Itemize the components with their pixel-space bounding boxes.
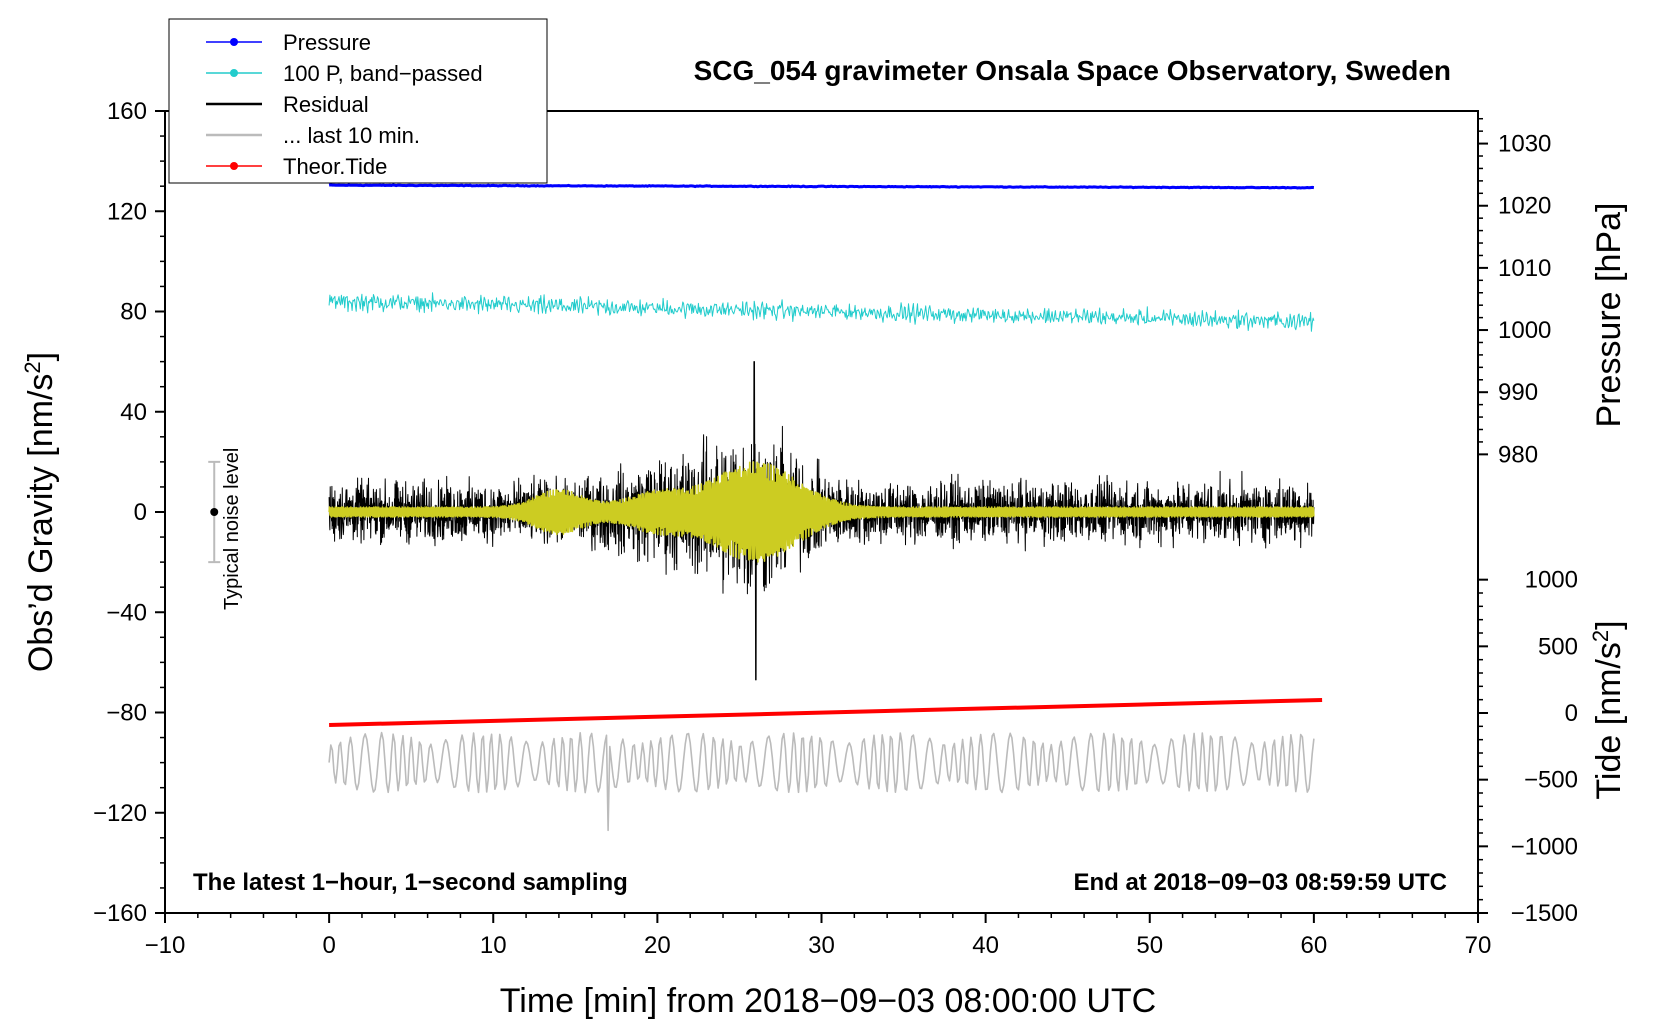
x-tick-label: 20 (644, 932, 671, 959)
axis-layer: −10 0 10 20 30 40 50 60 7016012080400−40−80−120−… (93, 98, 1578, 959)
legend-swatch-marker (230, 69, 238, 77)
y-tick-label: 80 (120, 299, 147, 326)
y-tick-label: 0 (134, 499, 147, 526)
noise-level-label: Typical noise level (221, 448, 243, 610)
theoretical-tide-line (329, 698, 1323, 727)
tide-tick-label: 0 (1565, 700, 1578, 727)
y-tick-label: 160 (107, 98, 147, 125)
pressure-tick-label: 990 (1498, 379, 1538, 406)
noise-level-marker (208, 460, 221, 564)
noise-bar-center-dot (210, 508, 219, 516)
y-tick-label: −120 (93, 800, 147, 827)
end-time-note: End at 2018−09−03 08:59:59 UTC (1073, 869, 1447, 896)
x-tick-label: 50 (1136, 932, 1163, 959)
y-tick-label: −40 (106, 599, 147, 626)
y-tick-label: −160 (93, 900, 147, 927)
pressure-tick-label: 1020 (1498, 193, 1551, 220)
y-tick-label: 120 (107, 198, 147, 225)
y-axis-title-pressure: Pressure [hPa] (1590, 203, 1628, 428)
legend: Pressure 100 P, band−passed Residual ... la… (168, 18, 548, 184)
pressure-tick-label: 1030 (1498, 131, 1551, 158)
x-tick-label: 70 (1465, 932, 1492, 959)
legend-label: Pressure (283, 30, 371, 55)
legend-label: Residual (283, 92, 369, 117)
series-layer (328, 183, 1323, 832)
tide-tick-label: 500 (1538, 633, 1578, 660)
legend-box (168, 18, 548, 184)
last-10-min-line (328, 731, 1315, 832)
x-tick-label: 40 (972, 932, 999, 959)
pressure-series-line (328, 183, 1315, 190)
y-tick-label: −80 (106, 700, 147, 727)
legend-swatch-marker (230, 38, 238, 46)
x-tick-label: −10 (145, 932, 186, 959)
pressure-tick-label: 980 (1498, 441, 1538, 468)
x-tick-label: 30 (808, 932, 835, 959)
residual-series-line (328, 361, 1315, 681)
x-tick-label: 10 (480, 932, 507, 959)
bandpassed-pressure-line (328, 292, 1315, 332)
pressure-tick-label: 1000 (1498, 317, 1551, 344)
legend-label: 100 P, band−passed (283, 61, 483, 86)
legend-swatch-marker (230, 162, 238, 170)
x-tick-label: 0 (322, 932, 335, 959)
y-axis-title-tide: Tide [nm/s2] (1588, 620, 1628, 799)
chart-title: SCG_054 gravimeter Onsala Space Observat… (694, 55, 1451, 86)
legend-label: ... last 10 min. (283, 123, 420, 148)
tide-tick-label: −1000 (1511, 833, 1578, 860)
y-axis-title-gravity: Obs’d Gravity [nm/s2] (20, 352, 60, 672)
x-tick-label: 60 (1301, 932, 1328, 959)
legend-label: Theor.Tide (283, 154, 387, 179)
tide-tick-label: −1500 (1511, 900, 1578, 927)
tide-tick-label: 1000 (1525, 567, 1578, 594)
filtered-residual-line (328, 461, 1315, 563)
sampling-note: The latest 1−hour, 1−second sampling (193, 869, 628, 896)
y-tick-label: 40 (120, 399, 147, 426)
pressure-tick-label: 1010 (1498, 255, 1551, 282)
tide-tick-label: −500 (1524, 767, 1578, 794)
x-axis-title: Time [min] from 2018−09−03 08:00:00 UTC (500, 982, 1156, 1020)
